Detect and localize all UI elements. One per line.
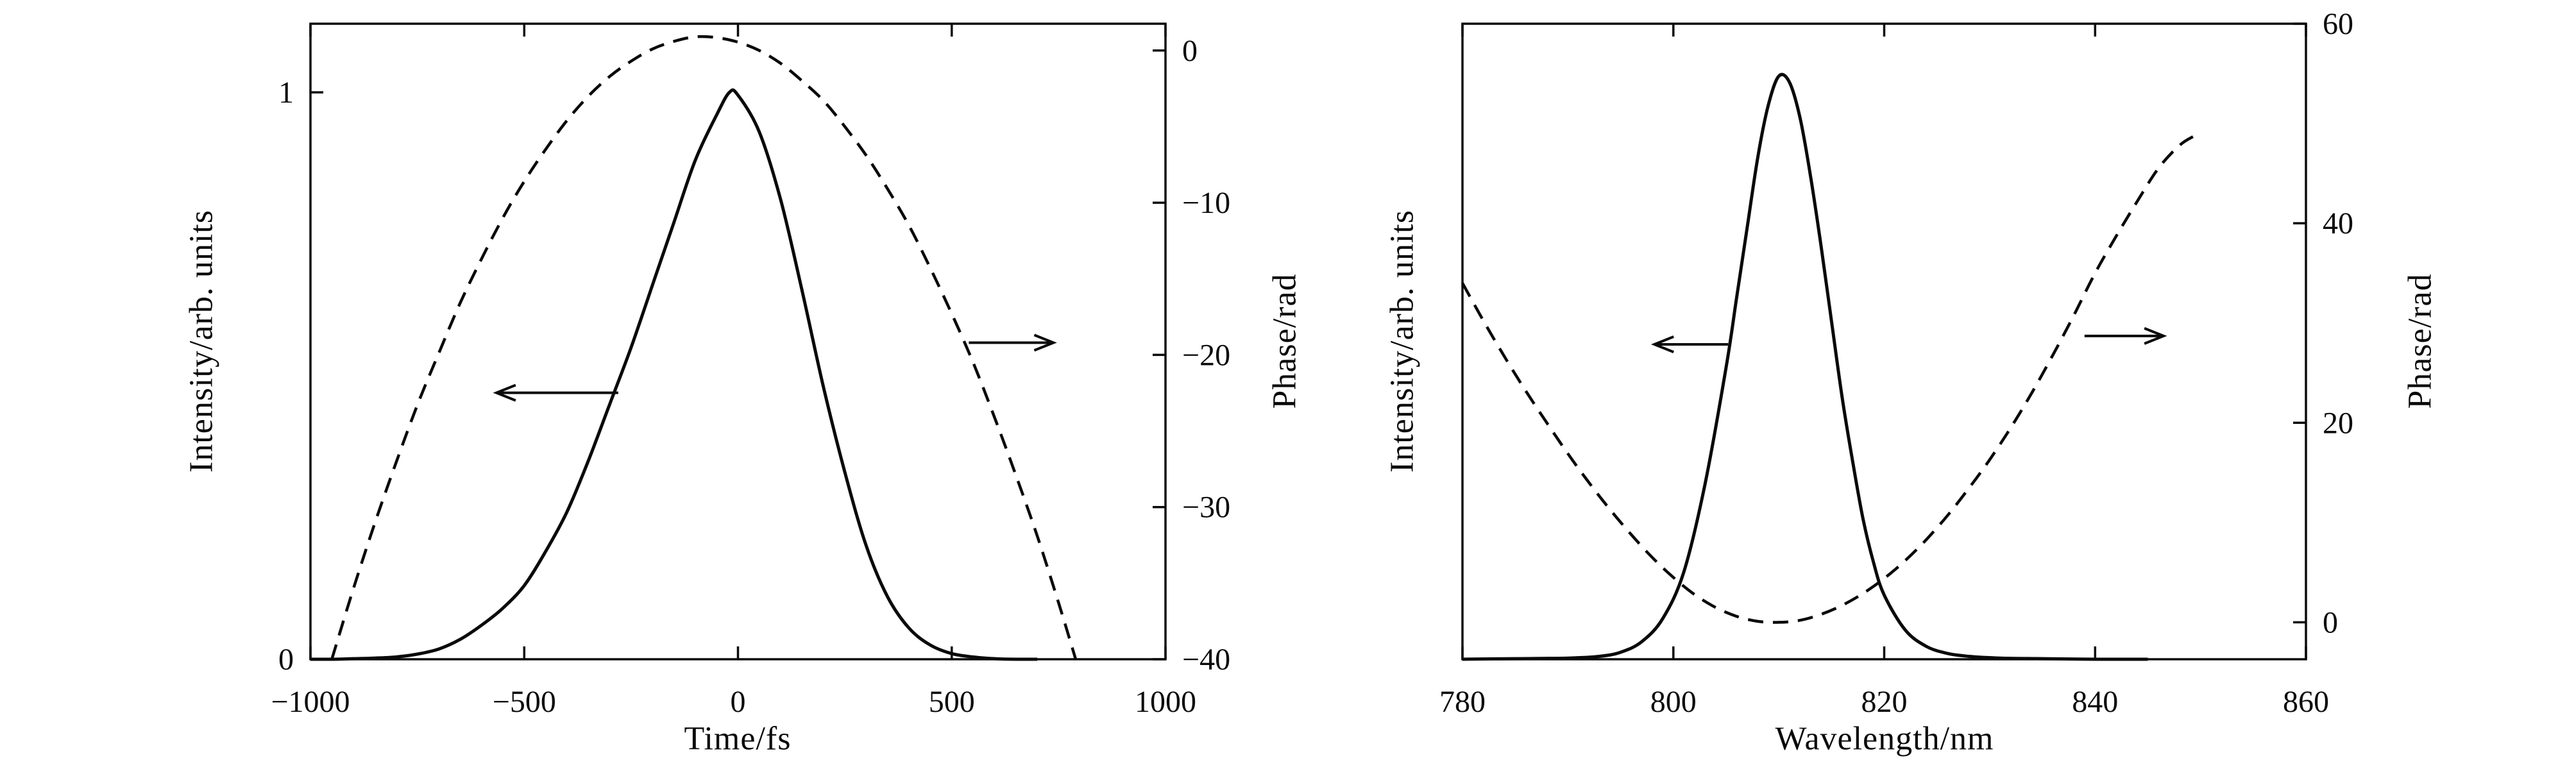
spectral-x-axis-title: Wavelength/nm — [1775, 720, 1994, 757]
y-right-tick-label: 20 — [2323, 406, 2353, 440]
spectral-profile-intensity-curve — [1462, 72, 2148, 661]
y-left-tick-label: 1 — [278, 76, 294, 110]
x-tick-label: 860 — [2283, 685, 2329, 719]
x-tick-label: −1000 — [271, 685, 350, 719]
x-tick-label: 500 — [929, 685, 975, 719]
x-tick-label: 820 — [1861, 685, 1908, 719]
y-right-tick-label: 40 — [2323, 206, 2353, 240]
arrow-head — [1033, 333, 1057, 352]
y-right-tick-label: −40 — [1182, 643, 1230, 677]
x-tick-label: 800 — [1650, 685, 1697, 719]
y-left-tick-label: 0 — [278, 643, 294, 677]
arrow-head — [1650, 335, 1674, 353]
temporal-phase-axis-title: Phase/rad — [1266, 273, 1303, 409]
x-tick-label: −500 — [493, 685, 556, 719]
temporal-intensity-axis-title: Intensity/arb. units — [183, 210, 220, 473]
x-tick-label: 0 — [731, 685, 746, 719]
y-right-tick-label: 0 — [1182, 34, 1198, 68]
y-right-tick-label: −20 — [1182, 338, 1230, 372]
y-right-tick-label: 60 — [2323, 7, 2353, 41]
plot-frame — [1461, 22, 2307, 661]
arrow-head — [493, 383, 516, 402]
y-right-tick-label: 0 — [2323, 605, 2338, 639]
arrow-head — [2144, 327, 2167, 345]
x-tick-label: 840 — [2072, 685, 2118, 719]
x-tick-label: 1000 — [1135, 685, 1196, 719]
x-tick-label: 780 — [1439, 685, 1486, 719]
temporal-profile-intensity-curve — [310, 88, 1038, 661]
y-right-tick-label: −10 — [1182, 186, 1230, 220]
temporal-profile-group: −1000 −500 0 500 1000 0 1 0 −10 −20 −30 −40 — [271, 22, 1230, 719]
spectral-profile-group: 780 800 820 840 860 0 20 40 60 — [1439, 7, 2353, 719]
temporal-profile-phase-curve — [330, 35, 1078, 660]
temporal-x-axis-title: Time/fs — [684, 720, 792, 757]
y-right-tick-label: −30 — [1182, 491, 1230, 525]
spectral-profile-phase-curve — [1461, 134, 2196, 624]
spectral-phase-axis-title: Phase/rad — [2402, 273, 2439, 409]
spectral-intensity-axis-title: Intensity/arb. units — [1384, 210, 1421, 473]
